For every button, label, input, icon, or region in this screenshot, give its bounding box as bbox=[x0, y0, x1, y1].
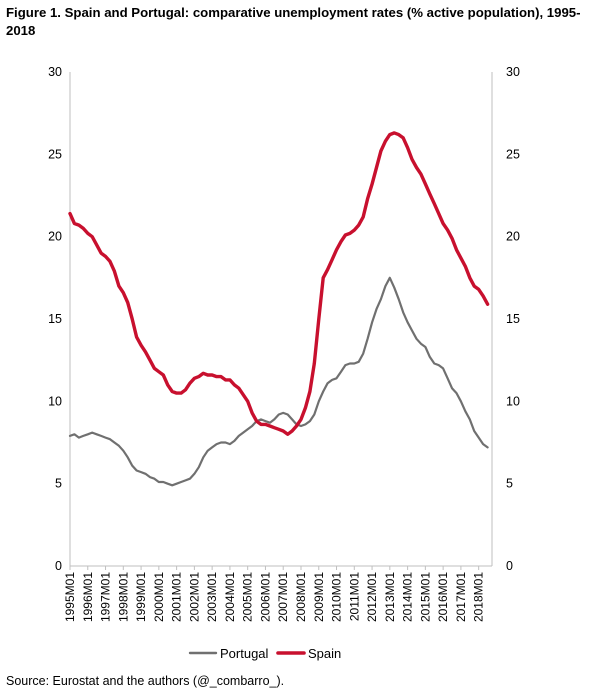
x-tick-label: 1998M01 bbox=[116, 572, 130, 622]
x-tick-label: 2004M01 bbox=[223, 572, 237, 622]
series-line-spain bbox=[68, 131, 490, 436]
x-tick-label: 1996M01 bbox=[81, 572, 95, 622]
chart-legend[interactable]: Portugal Spain bbox=[188, 646, 341, 661]
left-y-tick-label: 30 bbox=[48, 65, 62, 79]
x-tick-label: 2001M01 bbox=[170, 572, 184, 622]
left-y-tick-label: 20 bbox=[48, 230, 62, 244]
right-y-tick-label: 15 bbox=[506, 312, 520, 326]
left-y-tick-label: 0 bbox=[55, 559, 62, 573]
right-y-tick-label: 5 bbox=[506, 477, 513, 491]
right-y-tick-label: 0 bbox=[506, 559, 513, 573]
x-tick-label: 2003M01 bbox=[205, 572, 219, 622]
x-axis: 1995M01 1996M01 1997M01 1998M01 1999M01 2000M… bbox=[63, 565, 492, 622]
x-tick-label: 2006M01 bbox=[258, 572, 272, 622]
right-y-tick-label: 20 bbox=[506, 230, 520, 244]
left-y-axis: 0 5 10 15 20 25 30 bbox=[48, 65, 71, 573]
left-y-tick-label: 10 bbox=[48, 394, 62, 408]
x-tick-label: 2005M01 bbox=[241, 572, 255, 622]
x-tick-label: 2000M01 bbox=[152, 572, 166, 622]
x-tick-label: 2017M01 bbox=[454, 572, 468, 622]
chart-title: Figure 1. Spain and Portugal: comparativ… bbox=[6, 5, 581, 38]
right-y-axis: 0 5 10 15 20 25 30 bbox=[491, 65, 520, 573]
legend-item-spain[interactable]: Spain bbox=[276, 646, 341, 661]
x-tick-label: 1997M01 bbox=[99, 572, 113, 622]
x-tick-label: 2007M01 bbox=[276, 572, 290, 622]
left-y-tick-label: 25 bbox=[48, 147, 62, 161]
x-tick-label: 2018M01 bbox=[472, 572, 486, 622]
x-tick-label: 2012M01 bbox=[365, 572, 379, 622]
x-tick-label: 2013M01 bbox=[383, 572, 397, 622]
x-tick-label: 1995M01 bbox=[63, 572, 77, 622]
legend-item-portugal[interactable]: Portugal bbox=[188, 646, 269, 661]
right-y-tick-label: 30 bbox=[506, 65, 520, 79]
legend-label: Spain bbox=[308, 646, 341, 661]
left-y-tick-label: 5 bbox=[55, 477, 62, 491]
legend-label: Portugal bbox=[220, 646, 269, 661]
x-tick-label: 2011M01 bbox=[347, 572, 361, 621]
right-y-tick-label: 10 bbox=[506, 394, 520, 408]
source-note: Source: Eurostat and the authors (@_comb… bbox=[6, 674, 285, 688]
x-tick-label: 2009M01 bbox=[312, 572, 326, 622]
x-tick-label: 1999M01 bbox=[134, 572, 148, 622]
x-tick-label: 2016M01 bbox=[436, 572, 450, 622]
x-tick-label: 2014M01 bbox=[401, 572, 415, 622]
right-y-tick-label: 25 bbox=[506, 147, 520, 161]
x-tick-label: 2015M01 bbox=[418, 572, 432, 622]
x-tick-label: 2002M01 bbox=[187, 572, 201, 622]
chart-series bbox=[68, 131, 490, 487]
series-line-portugal bbox=[68, 276, 489, 487]
x-tick-label: 2010M01 bbox=[330, 572, 344, 622]
x-tick-label: 2008M01 bbox=[294, 572, 308, 622]
left-y-tick-label: 15 bbox=[48, 312, 62, 326]
